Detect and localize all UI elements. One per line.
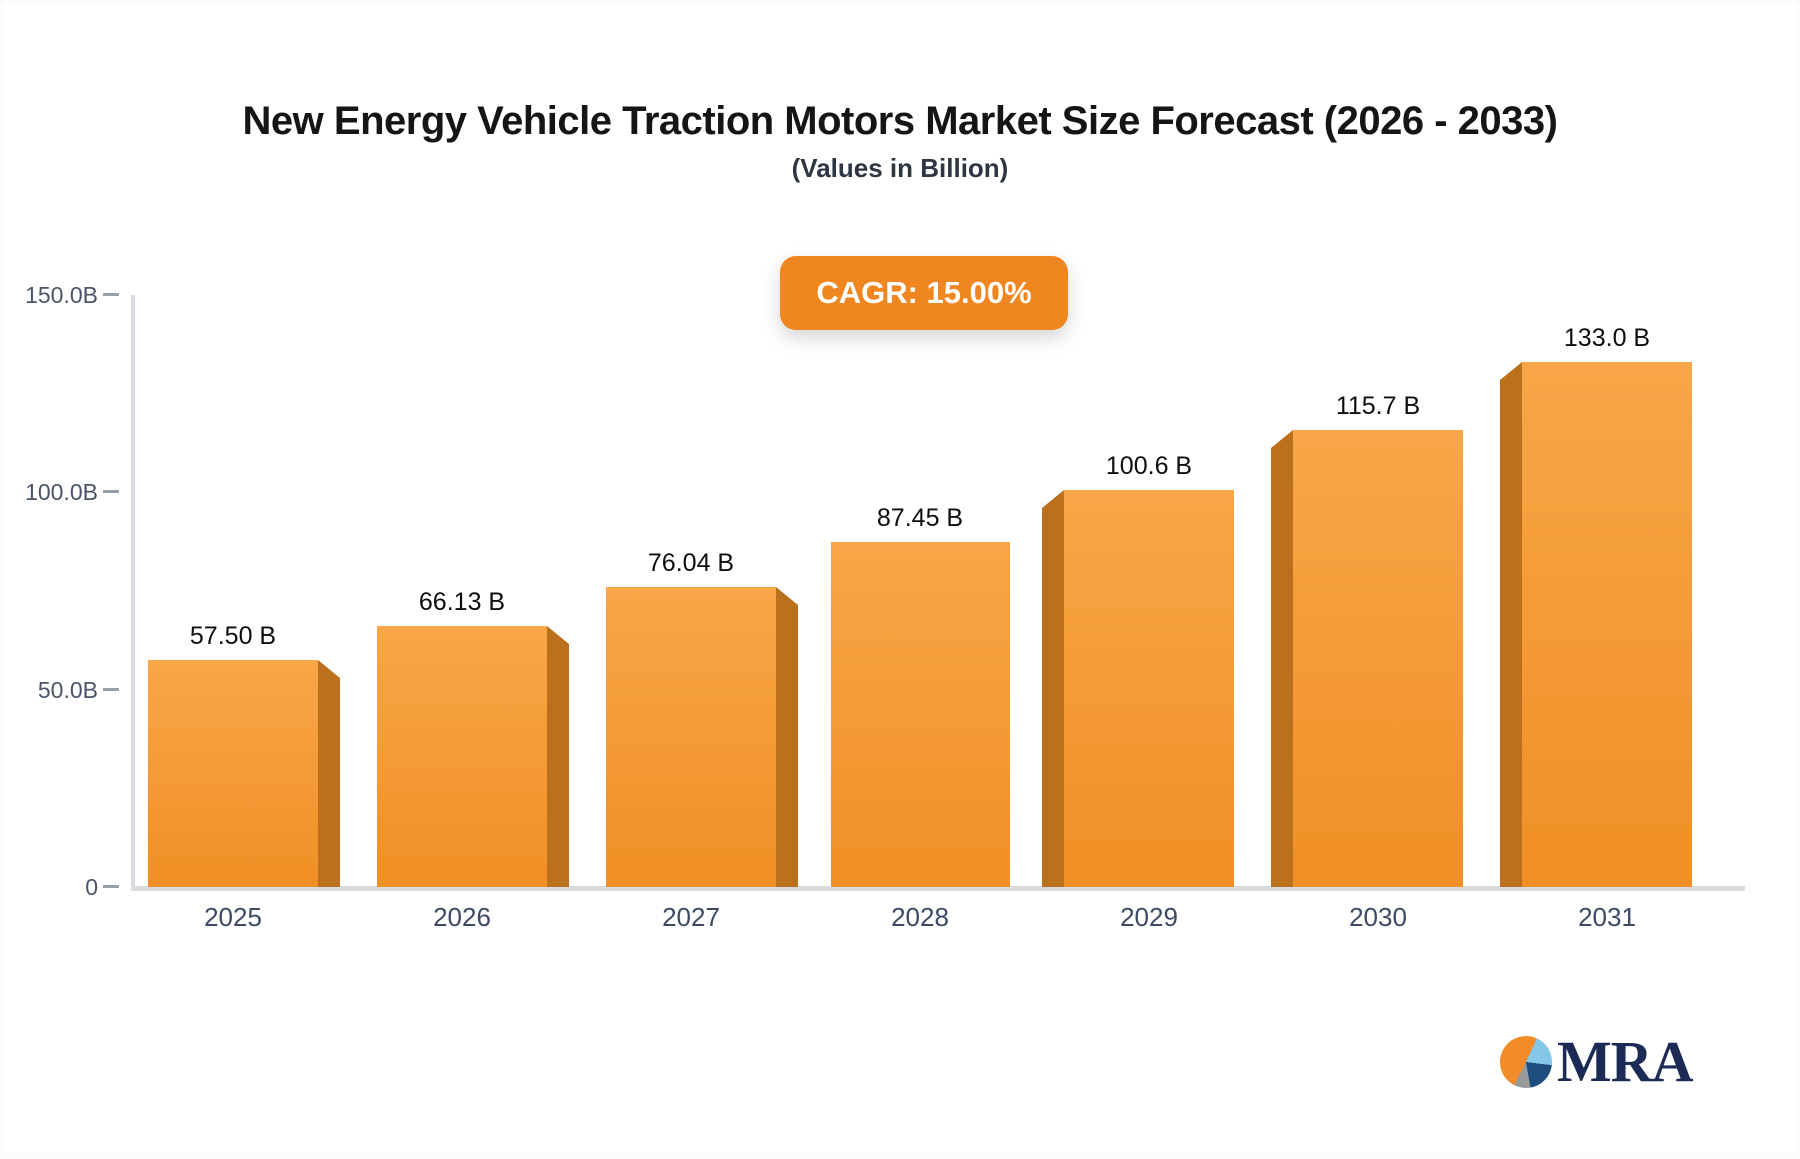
bar-chart-plot-area: 150.0B 100.0B 50.0B 0 57.50 B 2025 66.13 B 2026… bbox=[3, 3, 1800, 1159]
y-axis-tick-label: 150.0B bbox=[3, 280, 98, 310]
x-axis-label-2027: 2027 bbox=[621, 901, 761, 933]
y-axis-tick-label: 100.0B bbox=[3, 477, 98, 507]
bar-2026 bbox=[377, 626, 569, 887]
chart-card: New Energy Vehicle Traction Motors Marke… bbox=[3, 3, 1797, 1153]
y-axis-tick bbox=[103, 293, 119, 296]
bar-value-label: 66.13 B bbox=[372, 586, 552, 618]
bar-2029 bbox=[1042, 490, 1234, 887]
x-axis-label-2026: 2026 bbox=[392, 901, 532, 933]
bar-value-label: 76.04 B bbox=[601, 547, 781, 579]
y-axis-tick-label: 50.0B bbox=[3, 675, 98, 705]
bar-side-face bbox=[776, 587, 798, 887]
bar-2027 bbox=[606, 587, 798, 887]
y-axis-tick-label: 0 bbox=[3, 872, 98, 902]
y-axis-tick bbox=[103, 490, 119, 493]
bar-side-face bbox=[1271, 430, 1293, 887]
bar-front-face bbox=[1064, 490, 1234, 887]
bar-front-face bbox=[831, 542, 1010, 887]
x-axis-label-2025: 2025 bbox=[163, 901, 303, 933]
mra-logo: MRA bbox=[1500, 1031, 1693, 1093]
y-axis-tick bbox=[103, 885, 119, 888]
bar-side-face bbox=[1042, 490, 1064, 887]
bar-front-face bbox=[148, 660, 318, 887]
bar-value-label: 100.6 B bbox=[1059, 450, 1239, 482]
mra-logo-text: MRA bbox=[1557, 1033, 1693, 1091]
y-axis-line bbox=[131, 295, 135, 891]
x-axis-label-2030: 2030 bbox=[1308, 901, 1448, 933]
bar-value-label: 115.7 B bbox=[1288, 390, 1468, 422]
bar-front-face bbox=[606, 587, 776, 887]
bar-2030 bbox=[1271, 430, 1463, 887]
bar-value-label: 87.45 B bbox=[830, 502, 1010, 534]
bar-value-label: 133.0 B bbox=[1517, 322, 1697, 354]
x-axis-label-2031: 2031 bbox=[1537, 901, 1677, 933]
x-axis-label-2029: 2029 bbox=[1079, 901, 1219, 933]
bar-value-label: 57.50 B bbox=[143, 620, 323, 652]
bar-2031 bbox=[1500, 362, 1692, 887]
pie-chart-icon bbox=[1500, 1036, 1552, 1088]
bar-front-face bbox=[1293, 430, 1463, 887]
bar-front-face bbox=[377, 626, 547, 887]
bar-2025 bbox=[148, 660, 340, 887]
bar-side-face bbox=[1500, 362, 1522, 887]
x-axis-label-2028: 2028 bbox=[850, 901, 990, 933]
bar-side-face bbox=[547, 626, 569, 887]
y-axis-tick bbox=[103, 688, 119, 691]
bar-front-face bbox=[1522, 362, 1692, 887]
bar-side-face bbox=[318, 660, 340, 887]
bar-2028 bbox=[831, 542, 1010, 887]
